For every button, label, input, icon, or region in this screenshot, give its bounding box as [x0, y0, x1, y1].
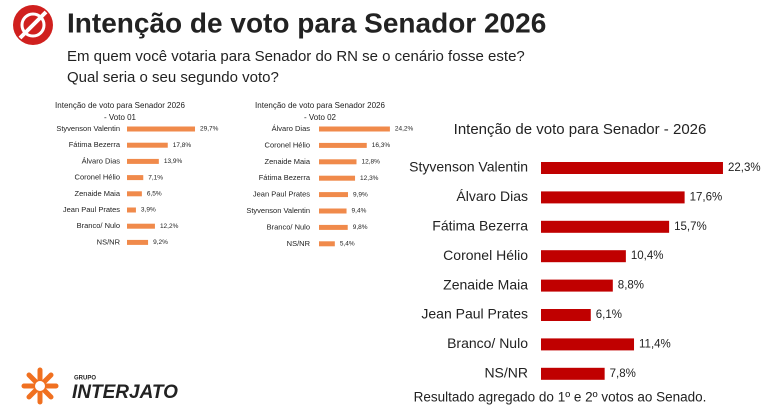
bar [127, 239, 149, 245]
category-label: NS/NR [287, 239, 311, 248]
category-label: Branco/ Nulo [267, 222, 310, 231]
category-label: Styvenson Valentin [56, 124, 120, 133]
chart-subtitle: - Voto 01 [104, 113, 137, 122]
value-label: 7,8% [610, 368, 636, 380]
bar [127, 207, 136, 213]
bar [541, 162, 723, 174]
bar [319, 175, 356, 181]
category-label: NS/NR [484, 365, 528, 381]
value-label: 15,7% [674, 221, 707, 233]
bar [319, 208, 347, 214]
value-label: 9,8% [353, 224, 368, 231]
value-label: 12,8% [362, 159, 381, 166]
bar [127, 175, 144, 181]
bar [541, 338, 635, 351]
value-label: 12,2% [160, 223, 179, 230]
logo-name: INTERJATO [72, 382, 178, 403]
bar [319, 224, 348, 230]
category-label: Coronel Hélio [75, 173, 120, 182]
value-label: 9,2% [153, 239, 168, 246]
value-label: 22,3% [728, 162, 761, 174]
bar [541, 250, 626, 263]
question: Qual seria o seu segundo voto? [67, 69, 279, 86]
brand-logo [21, 367, 59, 405]
value-label: 29,7% [200, 126, 219, 133]
category-label: Jean Paul Prates [253, 190, 310, 199]
page-title: Intenção de voto para Senador 2026 [67, 7, 546, 38]
value-label: 12,3% [360, 175, 379, 182]
value-label: 13,9% [164, 158, 183, 165]
bar [319, 142, 367, 148]
bar [127, 142, 168, 148]
value-label: 5,4% [340, 241, 355, 248]
value-label: 16,3% [372, 142, 391, 149]
bar [127, 158, 159, 164]
logo-group: GRUPO [74, 376, 96, 382]
bar [541, 367, 605, 380]
category-label: Álvaro Dias [82, 156, 121, 165]
chart-subtitle: - Voto 02 [304, 113, 337, 122]
chart-title: Intenção de voto para Senador 2026 [55, 101, 185, 110]
chart-title: Intenção de voto para Senador - 2026 [454, 121, 707, 138]
value-label: 6,5% [147, 191, 162, 198]
bar [319, 126, 390, 132]
category-label: Fátima Bezerra [259, 173, 311, 182]
category-label: Álvaro Dias [456, 188, 528, 204]
category-label: Zenaide Maia [75, 189, 121, 198]
bar [541, 220, 670, 233]
bar [127, 126, 196, 132]
category-label: Coronel Hélio [443, 247, 528, 263]
header-logo [13, 5, 53, 45]
bar [541, 191, 685, 204]
category-label: Coronel Hélio [265, 140, 310, 149]
category-label: Jean Paul Prates [63, 205, 120, 214]
value-label: 17,8% [173, 142, 192, 149]
bar [319, 241, 335, 247]
value-label: 8,8% [618, 280, 644, 292]
chart-note: Resultado agregado do 1º e 2º votos ao S… [414, 390, 707, 405]
category-label: Zenaide Maia [265, 157, 311, 166]
category-label: Branco/ Nulo [447, 335, 528, 351]
bar [319, 159, 357, 165]
category-label: Fátima Bezerra [69, 140, 121, 149]
value-label: 11,4% [639, 338, 671, 350]
value-label: 17,6% [690, 191, 723, 203]
category-label: NS/NR [97, 237, 121, 246]
category-label: Fátima Bezerra [432, 218, 528, 234]
bar [127, 191, 142, 197]
bar [541, 279, 613, 292]
category-label: Álvaro Dias [272, 124, 311, 133]
value-label: 24,2% [395, 126, 414, 133]
chart-title: Intenção de voto para Senador 2026 [255, 101, 385, 110]
bar [541, 309, 591, 321]
category-label: Zenaide Maia [443, 276, 528, 292]
category-label: Styvenson Valentin [409, 159, 528, 175]
value-label: 9,4% [352, 208, 367, 215]
category-label: Styvenson Valentin [246, 206, 310, 215]
value-label: 7,1% [148, 174, 163, 181]
bar [319, 192, 349, 198]
value-label: 9,9% [353, 191, 368, 198]
bar [127, 223, 155, 229]
category-label: Jean Paul Prates [421, 306, 528, 322]
question: Em quem você votaria para Senador do RN … [67, 48, 525, 65]
value-label: 10,4% [631, 250, 664, 262]
value-label: 6,1% [596, 309, 622, 321]
category-label: Branco/ Nulo [77, 221, 120, 230]
value-label: 3,9% [141, 207, 156, 214]
